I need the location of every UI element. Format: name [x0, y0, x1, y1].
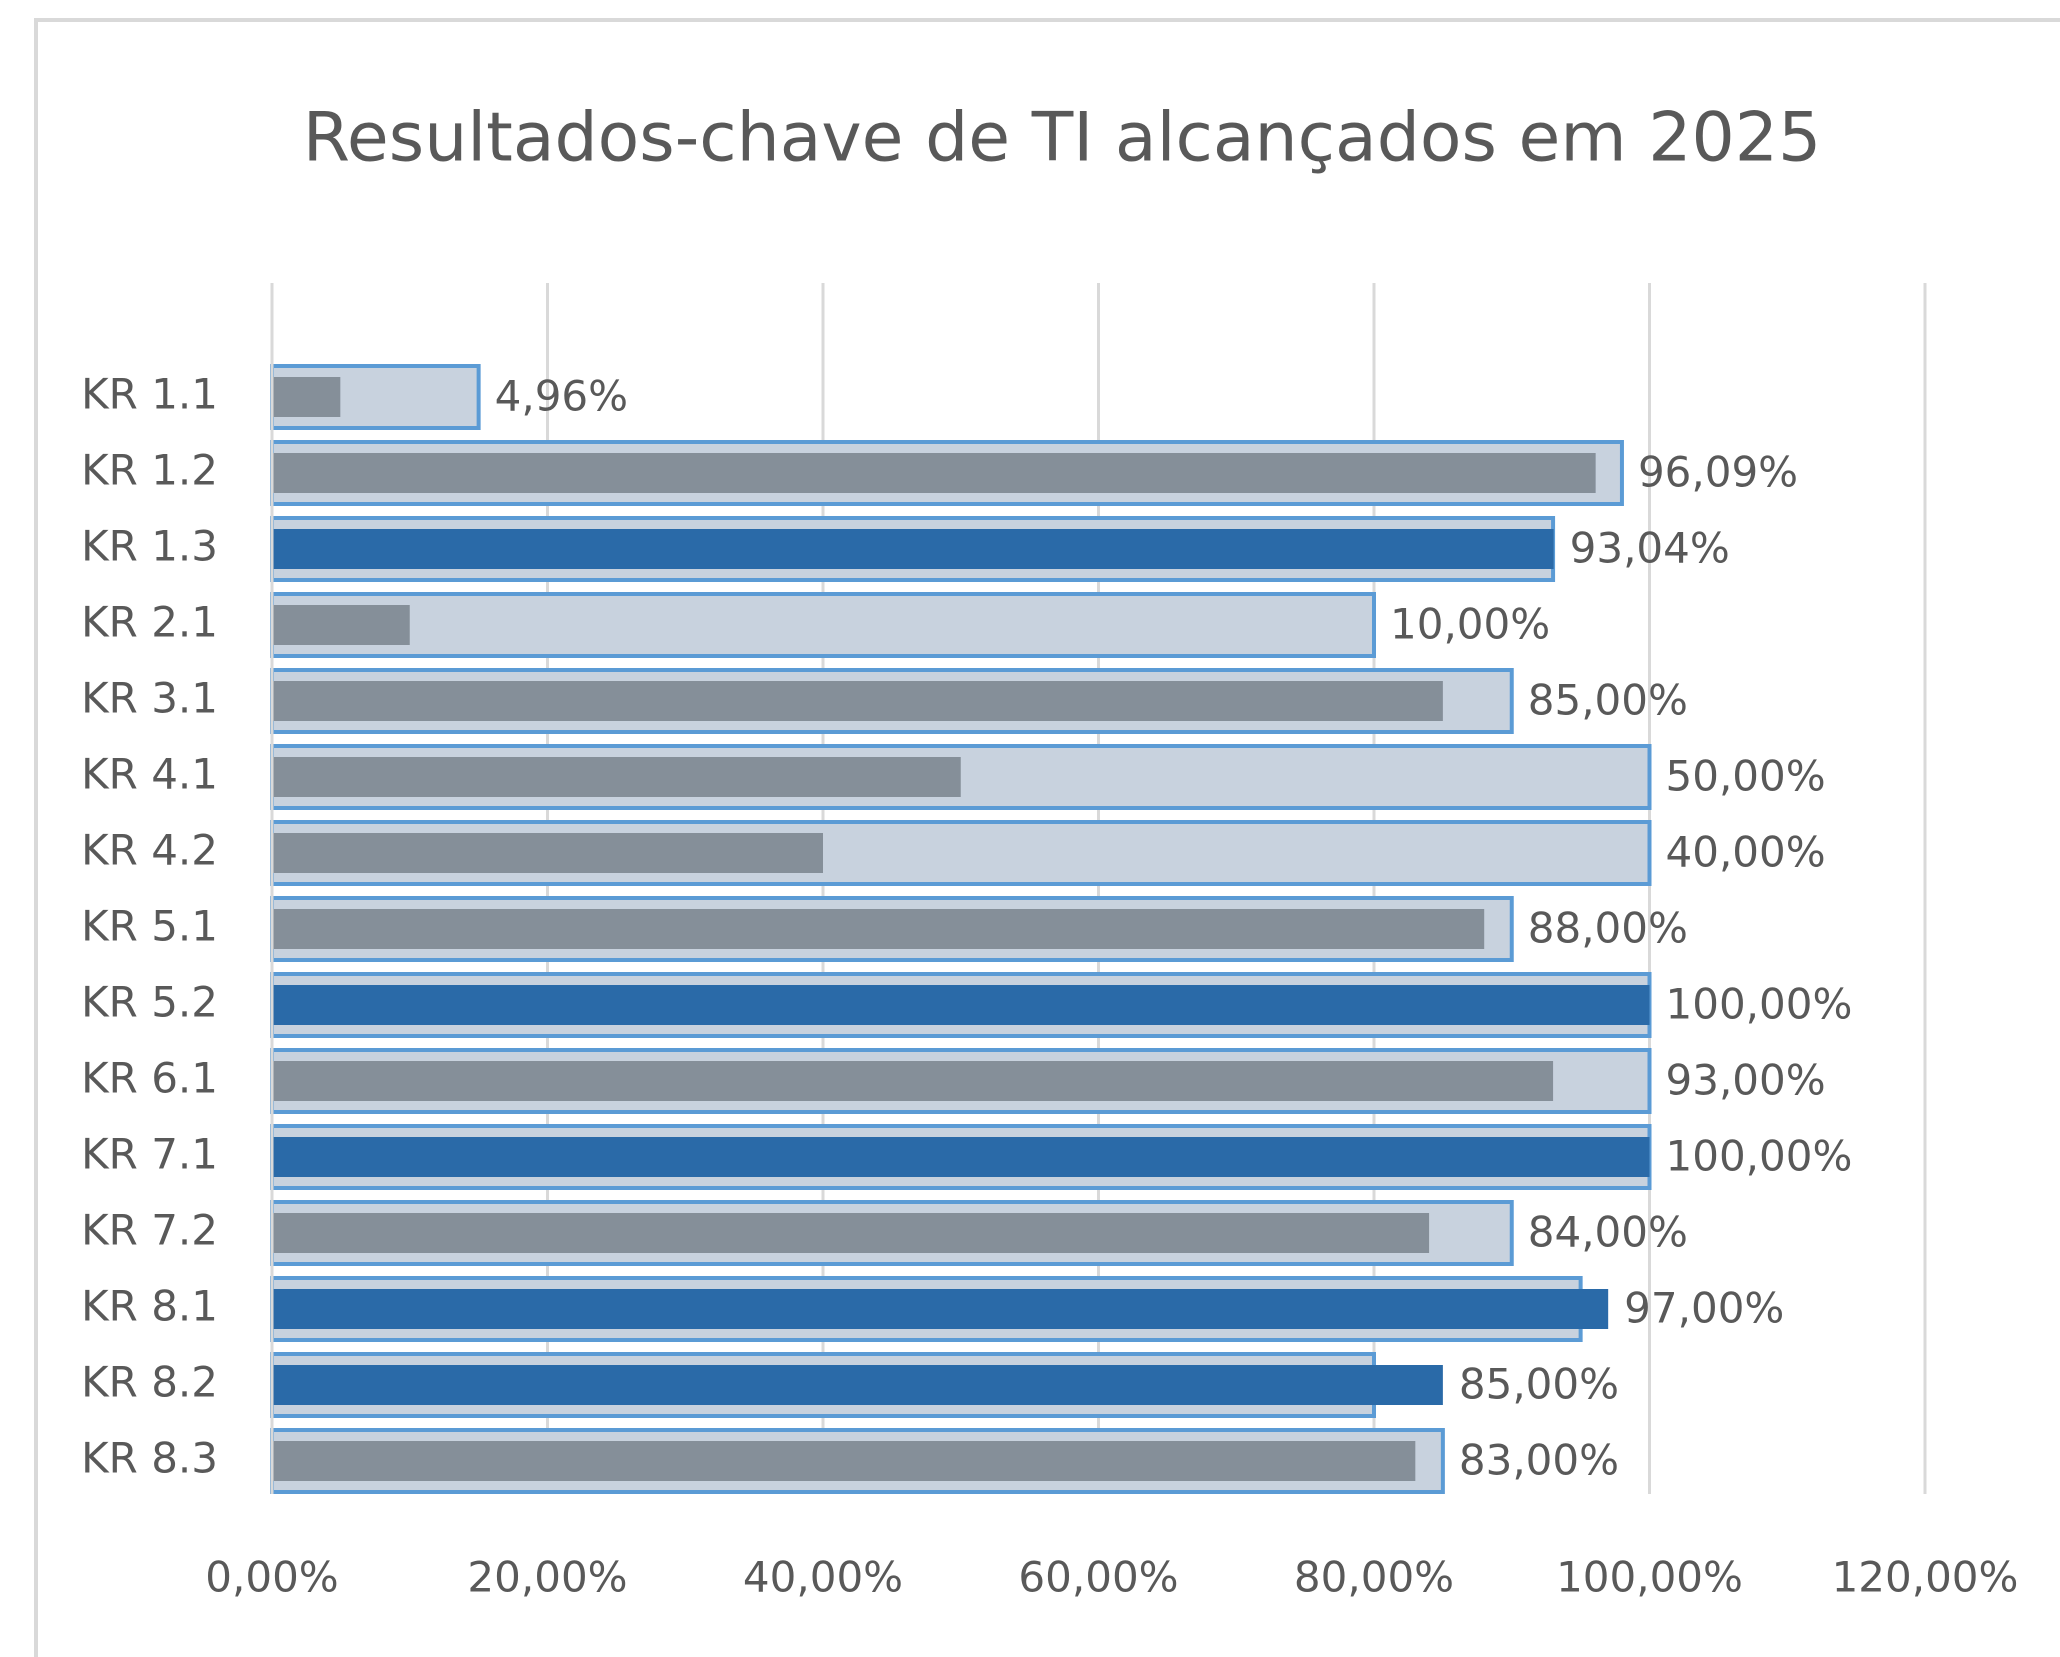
y-tick-label: KR 7.1: [81, 1130, 218, 1179]
actual-bar: [272, 529, 1554, 569]
y-tick-label: KR 8.2: [81, 1358, 218, 1407]
data-label: 93,00%: [1666, 1056, 1826, 1105]
actual-bar: [272, 757, 961, 797]
y-tick-label: KR 2.1: [81, 598, 218, 647]
x-tick-label: 120,00%: [1832, 1553, 2019, 1602]
data-label: 50,00%: [1666, 752, 1826, 801]
actual-bar: [272, 605, 410, 645]
actual-bar: [272, 681, 1443, 721]
actual-bar: [272, 1441, 1416, 1481]
y-tick-label: KR 1.2: [81, 446, 218, 495]
y-tick-label: KR 5.2: [81, 978, 218, 1027]
data-label: 84,00%: [1528, 1208, 1688, 1257]
actual-bar: [272, 1061, 1554, 1101]
chart-frame: [34, 18, 2060, 1657]
data-label: 100,00%: [1666, 980, 1853, 1029]
actual-bar: [272, 909, 1485, 949]
data-label: 97,00%: [1624, 1284, 1784, 1333]
y-tick-label: KR 4.1: [81, 750, 218, 799]
y-tick-label: KR 3.1: [81, 674, 218, 723]
actual-bar: [272, 1289, 1609, 1329]
x-tick-label: 80,00%: [1294, 1553, 1454, 1602]
y-tick-label: KR 8.3: [81, 1434, 218, 1483]
data-label: 40,00%: [1666, 828, 1826, 877]
actual-bar: [272, 1137, 1650, 1177]
y-tick-label: KR 1.1: [81, 370, 218, 419]
x-tick-label: 40,00%: [743, 1553, 903, 1602]
x-tick-label: 100,00%: [1556, 1553, 1743, 1602]
actual-bar: [272, 985, 1650, 1025]
y-tick-label: KR 6.1: [81, 1054, 218, 1103]
actual-bar: [272, 377, 341, 417]
target-bar: [270, 592, 1376, 658]
actual-bar: [272, 1365, 1443, 1405]
actual-bar: [272, 833, 823, 873]
chart-title: Resultados-chave de TI alcançados em 202…: [303, 99, 1822, 178]
y-tick-label: KR 5.1: [81, 902, 218, 951]
data-label: 93,04%: [1570, 524, 1730, 573]
x-tick-label: 20,00%: [467, 1553, 627, 1602]
data-label: 83,00%: [1459, 1436, 1619, 1485]
target-bar: [270, 364, 481, 430]
data-label: 88,00%: [1528, 904, 1688, 953]
y-tick-label: KR 7.2: [81, 1206, 218, 1255]
data-label: 100,00%: [1666, 1132, 1853, 1181]
actual-bar: [272, 1213, 1430, 1253]
y-tick-label: KR 8.1: [81, 1282, 218, 1331]
y-tick-label: KR 1.3: [81, 522, 218, 571]
data-label: 85,00%: [1528, 676, 1688, 725]
actual-bar: [272, 453, 1596, 493]
x-tick-label: 0,00%: [205, 1553, 338, 1602]
data-label: 96,09%: [1638, 448, 1798, 497]
y-tick-label: KR 4.2: [81, 826, 218, 875]
data-label: 10,00%: [1390, 600, 1550, 649]
data-label: 85,00%: [1459, 1360, 1619, 1409]
data-label: 4,96%: [495, 372, 628, 421]
x-tick-label: 60,00%: [1018, 1553, 1178, 1602]
